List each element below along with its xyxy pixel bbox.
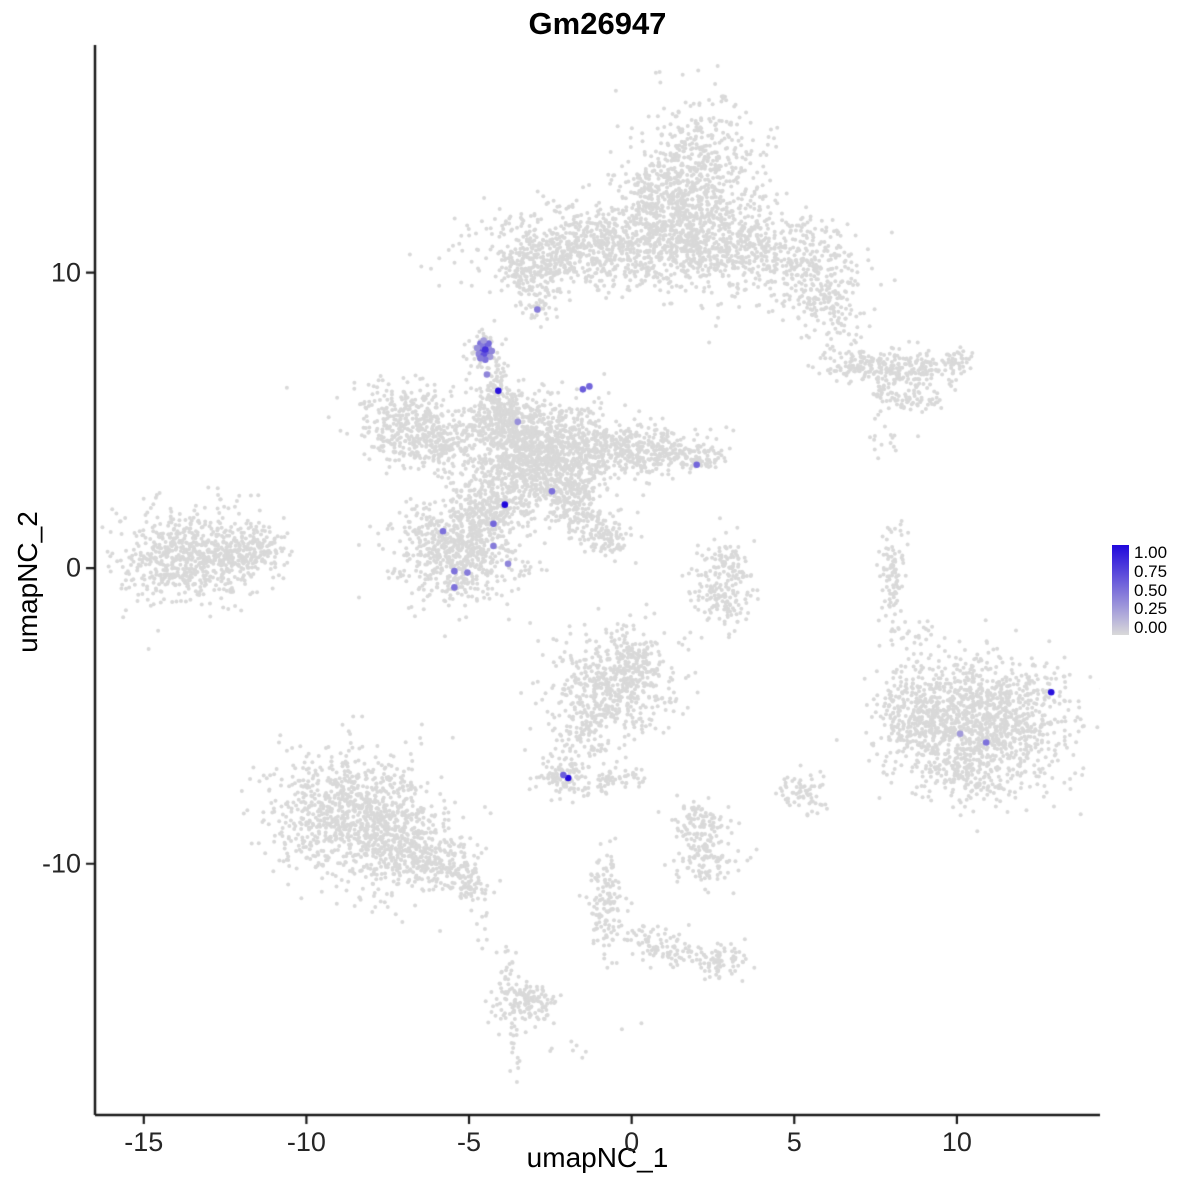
x-tick-label: -10 bbox=[286, 1127, 326, 1157]
y-axis-label: umapNC_2 bbox=[12, 511, 43, 653]
x-tick-label: -15 bbox=[124, 1127, 164, 1157]
legend-gradient-bar bbox=[1112, 545, 1129, 635]
x-tick-label: -5 bbox=[457, 1127, 482, 1157]
legend-labels: 1.00 0.75 0.50 0.25 0.00 bbox=[1134, 544, 1167, 636]
x-tick-label: 0 bbox=[624, 1127, 640, 1157]
y-tick-label: 0 bbox=[65, 552, 81, 583]
legend-label: 0.50 bbox=[1134, 580, 1168, 600]
y-tick-label: -10 bbox=[41, 848, 81, 879]
legend-label: 1.00 bbox=[1134, 543, 1168, 562]
x-tick-label: 10 bbox=[941, 1127, 972, 1157]
x-tick-label: 5 bbox=[786, 1127, 802, 1157]
legend-label: 0.00 bbox=[1134, 618, 1168, 637]
legend-label: 0.25 bbox=[1134, 599, 1168, 619]
x-axis-label: umapNC_1 bbox=[526, 1142, 669, 1173]
legend-label: 0.75 bbox=[1134, 561, 1168, 581]
y-tick-label: 10 bbox=[50, 257, 81, 288]
plot-title: Gm26947 bbox=[528, 6, 667, 41]
